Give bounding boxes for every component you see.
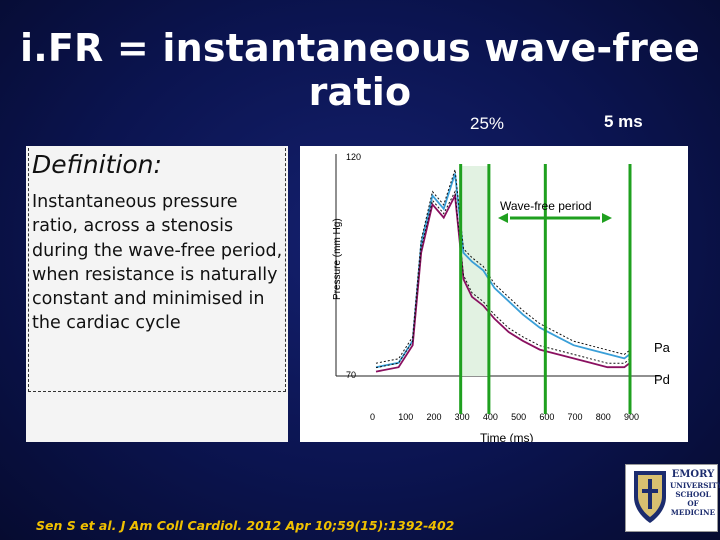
definition-box: Definition: Instantaneous pressure ratio…: [26, 146, 288, 442]
series-line-pd: [375, 192, 631, 373]
logo-text: EMORY UNIVERSITY SCHOOL OF MEDICINE: [670, 469, 720, 517]
crest-icon: [634, 471, 666, 523]
x-tick-100: 100: [398, 412, 413, 422]
x-tick-400: 400: [483, 412, 498, 422]
emory-logo: EMORY UNIVERSITY SCHOOL OF MEDICINE: [625, 464, 720, 532]
x-tick-200: 200: [426, 412, 441, 422]
x-tick-500: 500: [511, 412, 526, 422]
x-axis-label: Time (ms): [480, 431, 534, 442]
citation: Sen S et al. J Am Coll Cardiol. 2012 Apr…: [36, 518, 455, 533]
wave-free-arrow-left: [498, 213, 508, 223]
wave-free-label: Wave-free period: [500, 199, 592, 213]
wave-free-arrow-right: [602, 213, 612, 223]
x-tick-600: 600: [539, 412, 554, 422]
definition-heading: Definition:: [32, 150, 162, 179]
definition-dashed-frame: [28, 148, 286, 392]
definition-body: Instantaneous pressure ratio, across a s…: [32, 192, 283, 334]
y-tick-120: 120: [346, 152, 361, 162]
pressure-figure: Pressure (mm Hg) Time (ms) 120 70 0 100 20…: [300, 146, 688, 445]
pressure-chart: Pressure (mm Hg) Time (ms) 120 70 0 100 20…: [332, 152, 671, 445]
x-tick-0: 0: [370, 412, 375, 422]
slide-title: i.FR = instantaneous wave-free ratio: [19, 26, 701, 114]
x-tick-300: 300: [455, 412, 470, 422]
y-tick-70: 70: [346, 370, 356, 380]
x-tick-900: 900: [624, 412, 639, 422]
pa-label: Pa: [654, 340, 671, 355]
ms-label: 5 ms: [604, 112, 643, 131]
x-tick-700: 700: [568, 412, 583, 422]
y-axis-label: Pressure (mm Hg): [332, 218, 343, 300]
percent-label: 25%: [470, 114, 505, 133]
x-tick-800: 800: [596, 412, 611, 422]
pd-label: Pd: [654, 372, 670, 387]
